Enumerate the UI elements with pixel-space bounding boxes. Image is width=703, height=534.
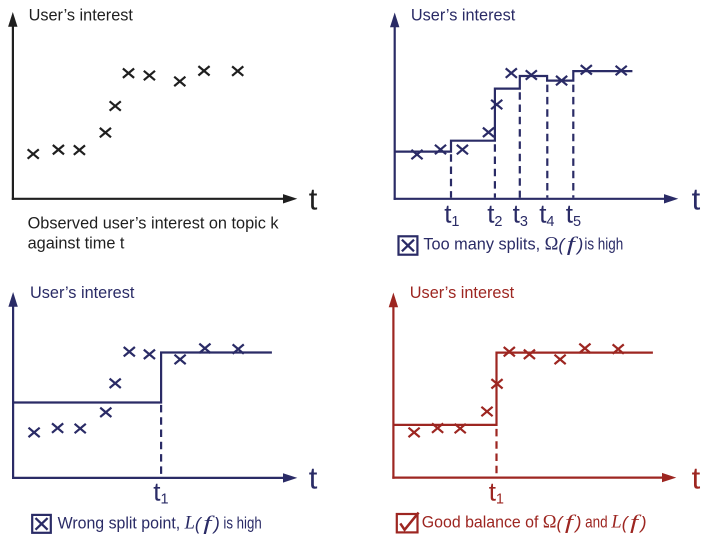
svg-text:t: t [309,461,318,496]
svg-text:t1: t1 [444,198,459,229]
svg-text:t: t [692,182,701,217]
svg-text:t4: t4 [539,198,554,229]
svg-text:t2: t2 [487,198,502,229]
svg-text:Wrong split point, L( f ) is h: Wrong split point, L( f ) is high [58,513,262,534]
svg-text:User’s interest: User’s interest [29,7,134,25]
svg-text:User’s interest: User’s interest [411,6,516,24]
svg-text:t: t [309,182,318,217]
svg-text:t: t [692,461,701,496]
svg-text:t5: t5 [566,198,581,229]
svg-text:Observed user’s interest on to: Observed user’s interest on topic k [28,215,280,233]
svg-text:t1: t1 [489,476,504,507]
svg-text:Too many splits, Ω( f ) is hig: Too many splits, Ω( f ) is high [423,234,623,256]
svg-text:t3: t3 [513,198,528,229]
svg-text:User’s interest: User’s interest [410,284,515,302]
svg-text:against time t: against time t [28,235,125,253]
svg-text:t1: t1 [153,476,168,507]
svg-text:User’s interest: User’s interest [30,284,135,302]
svg-text:Good balance of Ω( f ) and L(: Good balance of Ω( f ) and L( f ) [422,512,647,534]
